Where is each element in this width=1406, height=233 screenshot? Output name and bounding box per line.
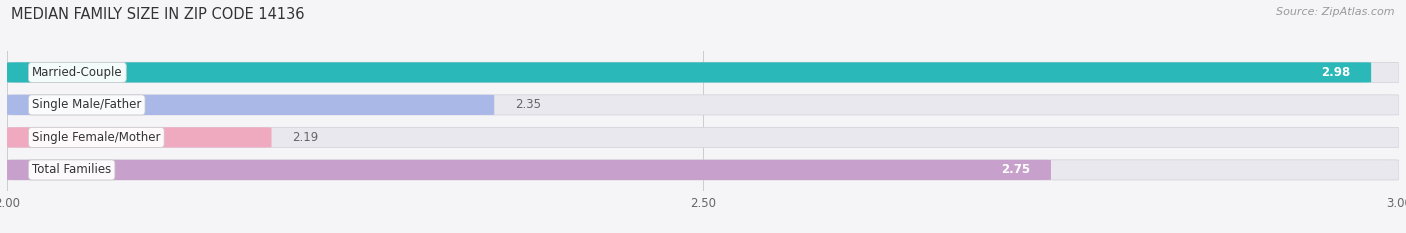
Text: 2.19: 2.19 [292,131,319,144]
Text: Single Male/Father: Single Male/Father [32,98,142,111]
Text: MEDIAN FAMILY SIZE IN ZIP CODE 14136: MEDIAN FAMILY SIZE IN ZIP CODE 14136 [11,7,305,22]
Text: 2.75: 2.75 [1001,163,1031,176]
FancyBboxPatch shape [7,62,1399,82]
FancyBboxPatch shape [7,62,1371,82]
Text: Married-Couple: Married-Couple [32,66,122,79]
FancyBboxPatch shape [7,95,1399,115]
Text: Total Families: Total Families [32,163,111,176]
Text: 2.35: 2.35 [515,98,541,111]
FancyBboxPatch shape [7,127,271,147]
Text: 2.98: 2.98 [1322,66,1350,79]
FancyBboxPatch shape [7,127,1399,147]
Text: Single Female/Mother: Single Female/Mother [32,131,160,144]
FancyBboxPatch shape [7,160,1399,180]
Text: Source: ZipAtlas.com: Source: ZipAtlas.com [1277,7,1395,17]
FancyBboxPatch shape [7,160,1052,180]
FancyBboxPatch shape [7,95,495,115]
